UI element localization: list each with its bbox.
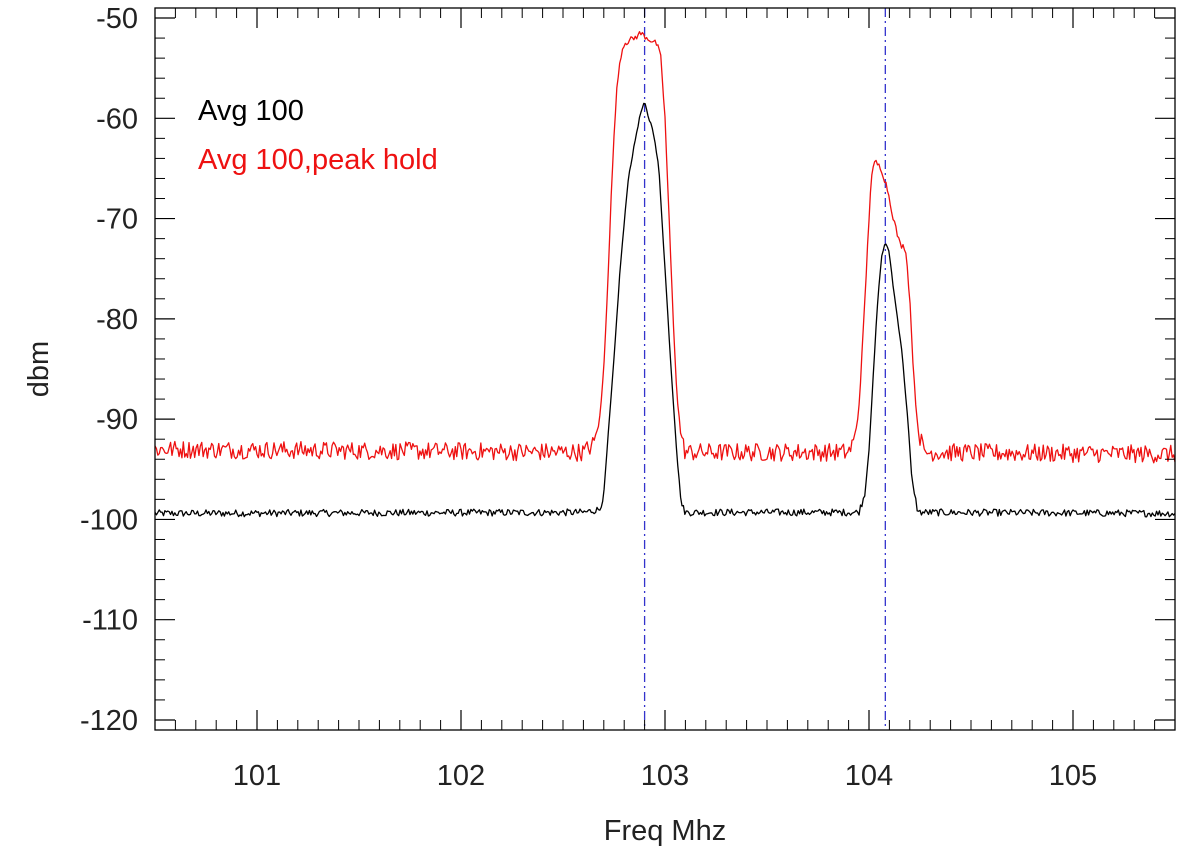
x-tick-label: 104 bbox=[845, 760, 893, 792]
y-tick-label: -120 bbox=[80, 705, 138, 737]
y-tick-label: -100 bbox=[80, 504, 138, 536]
legend-avg-100: Avg 100 bbox=[198, 95, 304, 127]
y-tick-label: -70 bbox=[96, 204, 138, 236]
y-tick-label: -50 bbox=[96, 3, 138, 35]
series-line-1 bbox=[154, 31, 1176, 464]
x-tick-label: 103 bbox=[641, 760, 689, 792]
x-tick-label: 105 bbox=[1049, 760, 1097, 792]
y-tick-label: -110 bbox=[82, 605, 138, 637]
y-tick-label: -60 bbox=[96, 103, 138, 135]
x-tick-label: 101 bbox=[233, 760, 281, 792]
x-axis-label: Freq Mhz bbox=[604, 815, 726, 847]
legend-avg-100-peak-hold: Avg 100,peak hold bbox=[198, 144, 438, 176]
y-tick-label: -80 bbox=[96, 304, 138, 336]
plot-frame bbox=[154, 7, 1176, 731]
y-axis-label: dbm bbox=[23, 341, 55, 397]
y-tick-label: -90 bbox=[96, 404, 138, 436]
series-line-0 bbox=[154, 102, 1176, 518]
x-tick-label: 102 bbox=[437, 760, 485, 792]
